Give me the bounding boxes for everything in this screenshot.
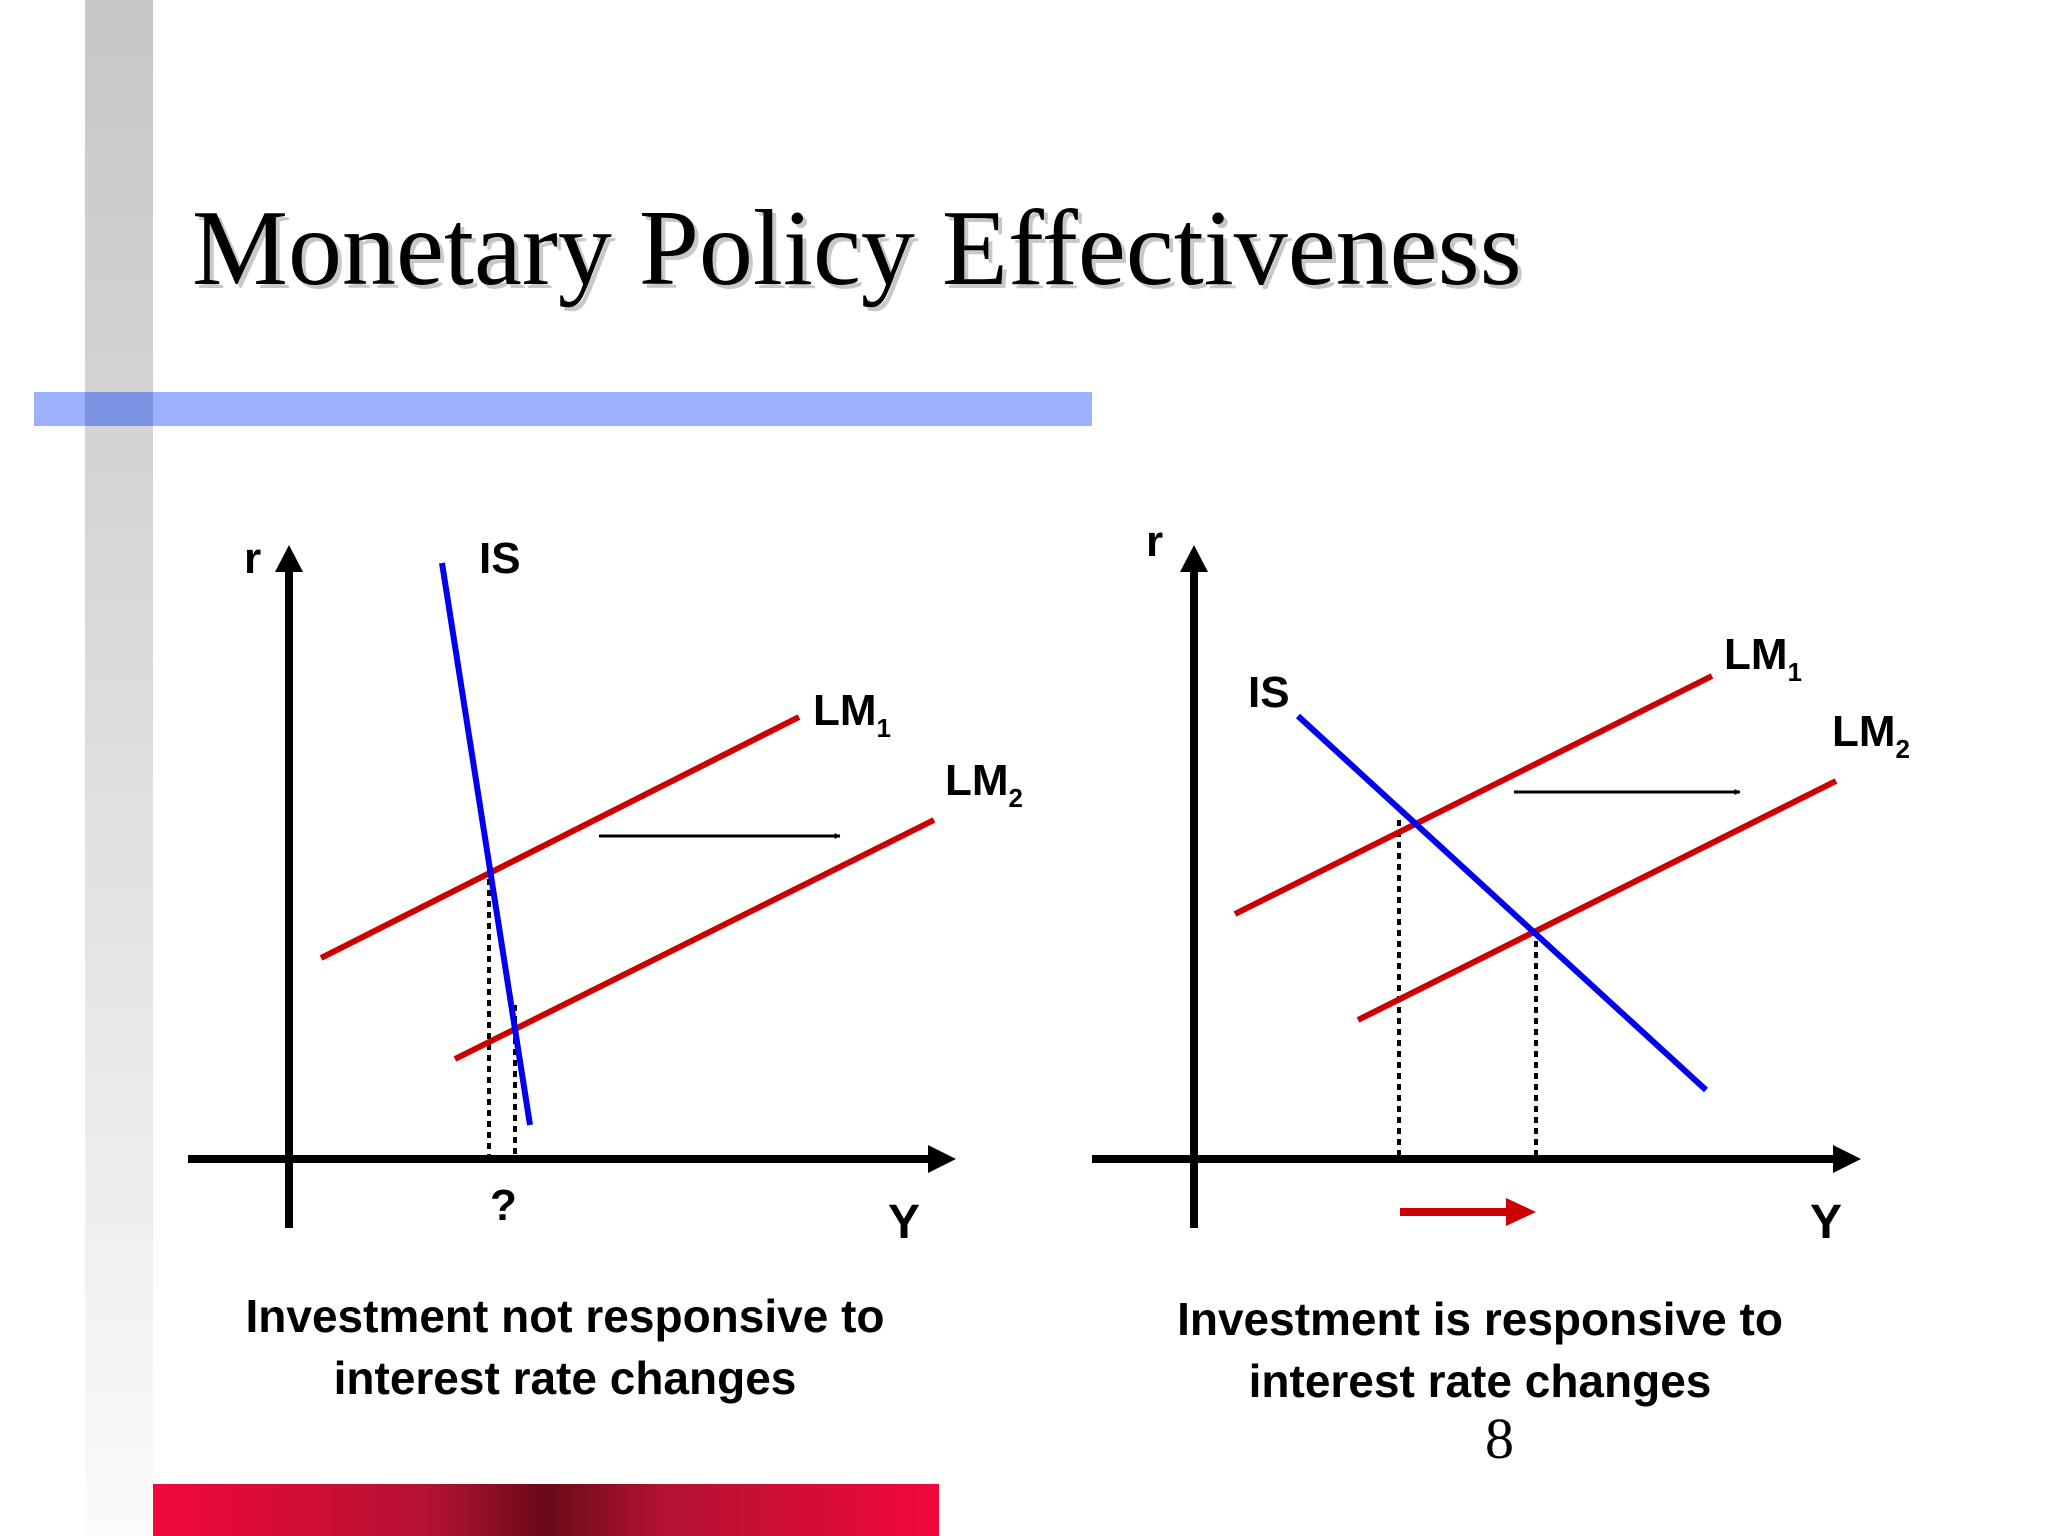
right-is-curve: [1295, 713, 1709, 1093]
right-lm1-label: LM1: [1724, 630, 1802, 687]
left-y-axis-arrowhead: [275, 545, 303, 572]
slide-title: Monetary Policy Effectiveness: [192, 189, 1522, 308]
left-caption-line-1: Investment not responsive to: [245, 1290, 885, 1342]
right-output-arrowhead: [1506, 1198, 1536, 1226]
left-lm1-label: LM1: [813, 686, 891, 743]
left-x-axis-arrowhead: [928, 1145, 956, 1173]
right-x-axis-arrowhead: [1833, 1145, 1861, 1173]
bottom-accent-bar: [153, 1484, 939, 1536]
right-r-label: r: [1146, 517, 1163, 566]
right-caption: Investment is responsive to interest rat…: [1100, 1288, 1860, 1412]
left-caption: Investment not responsive to interest ra…: [185, 1285, 945, 1409]
right-caption-line-2: interest rate changes: [1248, 1355, 1712, 1407]
page-number: 8: [1485, 1406, 1514, 1471]
left-decorative-bar: [85, 0, 153, 1536]
right-lm2-label: LM2: [1832, 707, 1910, 764]
left-lm2-curve: [453, 817, 936, 1062]
left-lm2-label: LM2: [945, 756, 1023, 813]
left-is-label: IS: [479, 534, 521, 583]
right-y-label: Y: [1810, 1196, 1842, 1249]
left-diagram: r IS LM1 LM2 ? Y: [188, 534, 1023, 1249]
bar-overlap: [85, 392, 153, 426]
left-caption-line-2: interest rate changes: [333, 1352, 797, 1404]
title-underline-bar: [34, 392, 1092, 426]
right-lm1-curve: [1233, 673, 1714, 917]
left-lm1-curve: [319, 714, 801, 961]
right-caption-line-1: Investment is responsive to: [1177, 1293, 1783, 1345]
right-lm2-curve: [1356, 778, 1838, 1023]
left-r-label: r: [244, 534, 261, 583]
left-question-label: ?: [490, 1181, 517, 1230]
right-is-label: IS: [1248, 668, 1290, 717]
left-is-curve: [439, 562, 533, 1126]
right-diagram: r IS LM1 LM2 Y: [1092, 517, 1910, 1249]
left-y-label: Y: [888, 1196, 920, 1249]
right-y-axis-arrowhead: [1180, 545, 1208, 572]
